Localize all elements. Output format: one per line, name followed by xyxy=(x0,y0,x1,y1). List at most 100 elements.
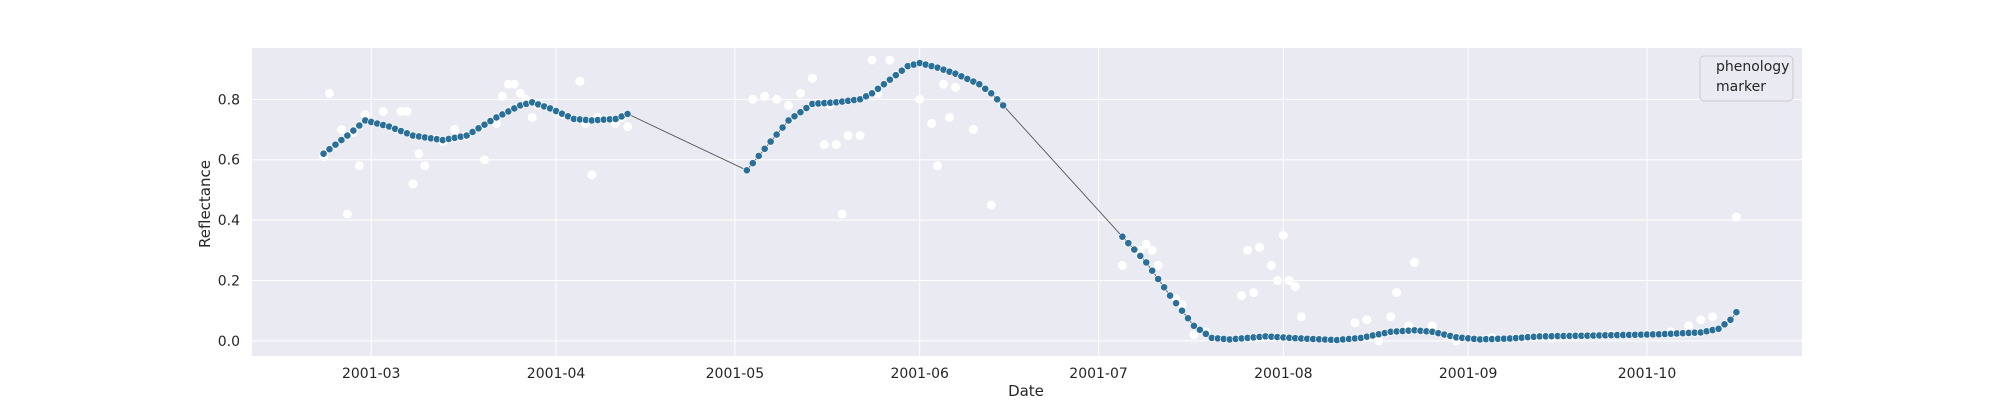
marker-point xyxy=(623,122,632,131)
phenology-point xyxy=(1149,267,1156,274)
legend-entry-marker: marker xyxy=(1716,79,1766,95)
legend: phenology marker xyxy=(1700,56,1793,101)
phenology-point xyxy=(1715,325,1722,332)
marker-point xyxy=(1279,231,1288,240)
phenology-point xyxy=(892,72,899,79)
marker-point xyxy=(1386,312,1395,321)
marker-point xyxy=(575,77,584,86)
x-tick-label: 2001-09 xyxy=(1439,366,1498,382)
x-tick-label: 2001-06 xyxy=(890,366,949,382)
phenology-point xyxy=(1184,315,1191,322)
phenology-point xyxy=(1161,284,1168,291)
phenology-point xyxy=(761,145,768,152)
marker-point xyxy=(1291,282,1300,291)
marker-point xyxy=(796,89,805,98)
marker-point xyxy=(1708,312,1717,321)
phenology-point xyxy=(880,81,887,88)
marker-point xyxy=(945,113,954,122)
y-tick-label: 0.6 xyxy=(218,153,240,169)
marker-point xyxy=(868,56,877,65)
phenology-point xyxy=(1143,259,1150,266)
marker-point xyxy=(784,101,793,110)
phenology-point xyxy=(994,96,1001,103)
phenology-point xyxy=(1119,233,1126,240)
marker-point xyxy=(420,161,429,170)
y-tick-label: 0.0 xyxy=(218,334,240,350)
marker-point xyxy=(528,113,537,122)
marker-point xyxy=(408,179,417,188)
marker-point xyxy=(832,140,841,149)
marker-point xyxy=(951,83,960,92)
phenology-point xyxy=(1733,309,1740,316)
phenology-point xyxy=(1178,307,1185,314)
x-axis-label: Date xyxy=(1008,382,1044,400)
marker-point xyxy=(510,80,519,89)
phenology-point xyxy=(982,85,989,92)
marker-point xyxy=(1297,312,1306,321)
phenology-point xyxy=(749,160,756,167)
marker-point xyxy=(1267,261,1276,270)
x-tick-label: 2001-07 xyxy=(1069,366,1128,382)
marker-point xyxy=(933,161,942,170)
x-axis-ticks: 2001-03 2001-04 2001-05 2001-06 2001-07 2001-… xyxy=(342,366,1676,382)
phenology-point xyxy=(779,124,786,131)
plot-area xyxy=(252,48,1802,356)
marker-point xyxy=(1732,213,1741,222)
phenology-point xyxy=(1125,240,1132,247)
phenology-point xyxy=(898,67,905,74)
phenology-point xyxy=(356,122,363,129)
y-axis-ticks: 0.0 0.2 0.4 0.6 0.8 xyxy=(218,92,240,350)
phenology-point xyxy=(320,150,327,157)
marker-point xyxy=(1350,318,1359,327)
marker-point xyxy=(1255,243,1264,252)
marker-point xyxy=(1684,321,1693,330)
marker-point xyxy=(987,201,996,210)
phenology-point xyxy=(344,132,351,139)
phenology-point xyxy=(767,138,774,145)
phenology-point xyxy=(976,81,983,88)
marker-point xyxy=(403,107,412,116)
marker-point xyxy=(480,155,489,164)
phenology-point xyxy=(1000,102,1007,109)
marker-point xyxy=(355,161,364,170)
marker-point xyxy=(343,210,352,219)
marker-point xyxy=(915,95,924,104)
marker-point xyxy=(337,125,346,134)
x-tick-label: 2001-10 xyxy=(1618,366,1677,382)
phenology-point xyxy=(743,167,750,174)
marker-point xyxy=(808,74,817,83)
marker-point xyxy=(325,89,334,98)
marker-point xyxy=(1696,315,1705,324)
y-tick-label: 0.8 xyxy=(218,92,240,108)
marker-point xyxy=(927,119,936,128)
phenology-point xyxy=(1172,300,1179,307)
phenology-point xyxy=(326,146,333,153)
phenology-point xyxy=(350,127,357,134)
x-tick-label: 2001-03 xyxy=(342,366,401,382)
marker-point xyxy=(820,140,829,149)
phenology-point xyxy=(874,85,881,92)
marker-point xyxy=(414,149,423,158)
marker-point xyxy=(969,125,978,134)
phenology-point xyxy=(1166,292,1173,299)
marker-point xyxy=(885,56,894,65)
marker-point xyxy=(1362,315,1371,324)
marker-point xyxy=(1392,288,1401,297)
marker-point xyxy=(856,131,865,140)
marker-point xyxy=(498,92,507,101)
legend-entry-phenology: phenology xyxy=(1716,59,1789,75)
phenology-point xyxy=(338,136,345,143)
phenology-point xyxy=(1137,252,1144,259)
x-tick-label: 2001-08 xyxy=(1254,366,1313,382)
phenology-point xyxy=(868,90,875,97)
phenology-point xyxy=(1131,246,1138,253)
phenology-point xyxy=(332,141,339,148)
marker-point xyxy=(772,95,781,104)
phenology-point xyxy=(773,131,780,138)
y-tick-label: 0.4 xyxy=(218,213,240,229)
marker-point xyxy=(838,210,847,219)
marker-point xyxy=(1243,246,1252,255)
marker-point xyxy=(1249,288,1258,297)
phenology-point xyxy=(755,152,762,159)
